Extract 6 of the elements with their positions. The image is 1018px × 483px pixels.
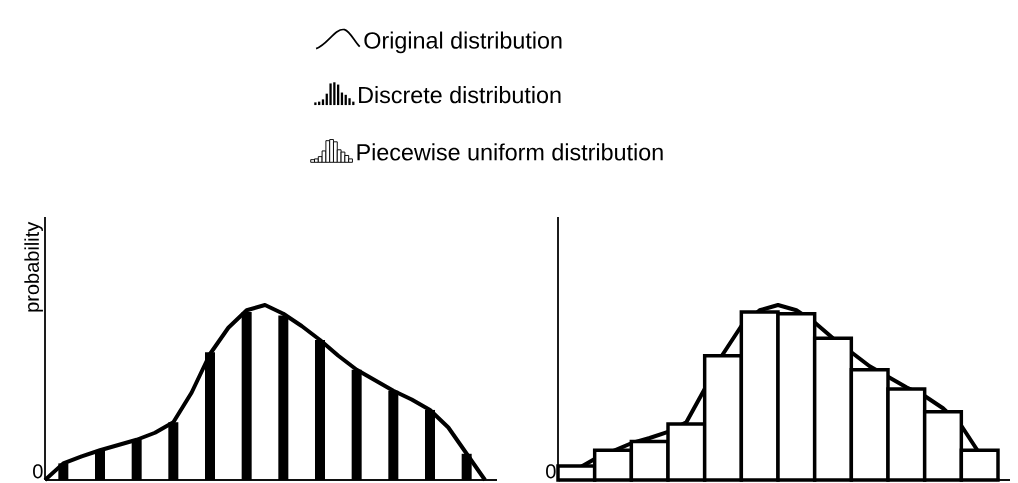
legend-label: Discrete distribution (359, 86, 561, 104)
text: 0 (33, 464, 43, 479)
legend-label: Original distribution (364, 31, 562, 54)
legend-label: Piecewise uniform distribution (357, 143, 663, 161)
y-axis-title: probability (24, 221, 43, 312)
text: 0 (546, 464, 556, 479)
